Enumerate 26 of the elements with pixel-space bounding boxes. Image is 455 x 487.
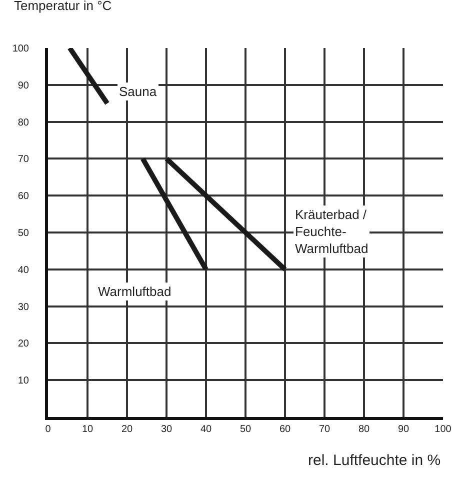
x-tick-label: 100 — [434, 424, 452, 435]
y-tick-label: 80 — [18, 117, 30, 128]
y-tick-label: 90 — [18, 80, 30, 92]
y-tick-label: 20 — [18, 338, 30, 350]
series-label: Sauna — [119, 84, 158, 99]
x-tick-label: 40 — [200, 424, 212, 435]
x-tick-label: 60 — [279, 424, 291, 435]
x-tick-label: 20 — [121, 424, 133, 435]
text: Warmluftbad — [98, 284, 172, 299]
y-tick-label: 60 — [18, 191, 30, 202]
y-tick-label: 10 — [18, 376, 30, 387]
y-tick-label: 100 — [12, 44, 30, 54]
y-tick-label: 30 — [18, 302, 30, 313]
x-tick-label: 30 — [160, 424, 172, 435]
x-tick-label: 0 — [45, 424, 52, 435]
x-tick-label: 70 — [318, 424, 330, 435]
y-axis-title: Temperatur in °C — [14, 0, 112, 13]
y-tick-label: 50 — [18, 228, 30, 239]
x-axis-title: rel. Luftfeuchte in % — [308, 452, 441, 469]
y-tick-label: 40 — [18, 264, 30, 276]
x-tick-label: 80 — [358, 424, 370, 435]
x-tick-label: 10 — [82, 424, 94, 435]
x-tick-label: 90 — [398, 424, 410, 435]
x-tick-label: 50 — [240, 424, 252, 435]
series-label: Kräuterbad / Feuchte- Warmluftbad — [295, 207, 368, 256]
y-tick-label: 70 — [18, 154, 30, 166]
